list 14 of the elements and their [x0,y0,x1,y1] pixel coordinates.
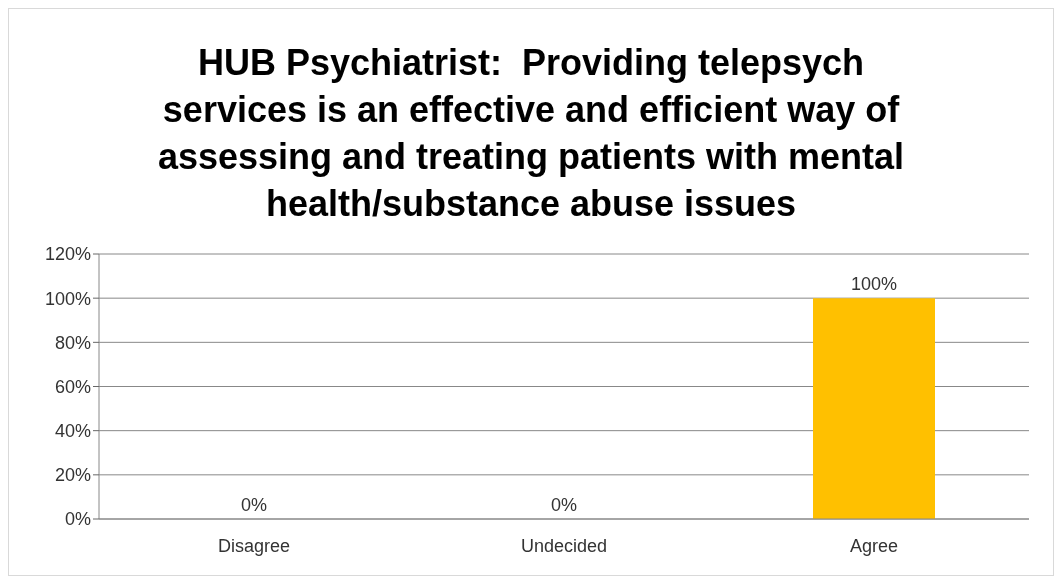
y-tick-label: 60% [54,376,91,397]
y-tick-label: 0% [64,509,91,530]
x-tick-label: Undecided [520,535,608,556]
y-tick-label: 120% [44,244,91,265]
y-tick-label: 20% [54,465,91,486]
x-tick-label: Agree [849,535,899,556]
chart-title: HUB Psychiatrist: Providing telepsych services is an effective and efficient way of assessing and treating patients with mental health/substance abuse issues [156,41,906,226]
data-label: 100% [850,274,898,295]
x-tick-label: Disagree [217,535,291,556]
y-tick-label: 80% [54,332,91,353]
data-label: 0% [240,495,268,515]
y-tick-label: 100% [44,288,91,309]
y-tick-label: 40% [54,421,91,442]
data-label: 0% [550,495,578,515]
